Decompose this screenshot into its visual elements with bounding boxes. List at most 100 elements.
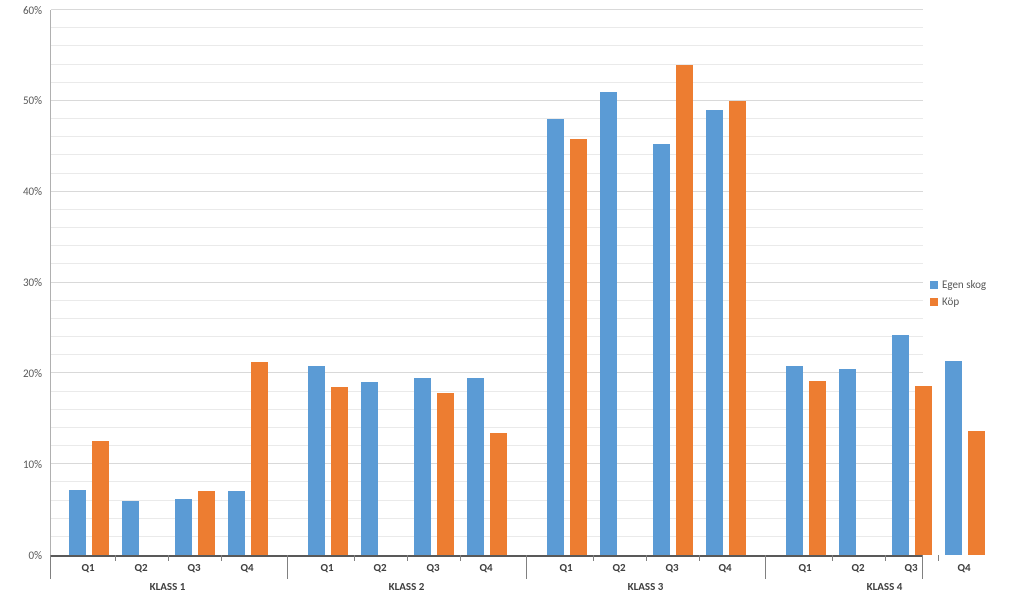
x-quarter-tick bbox=[354, 555, 355, 561]
bar-egen bbox=[706, 110, 723, 555]
gridline-major bbox=[51, 191, 923, 192]
gridline-major bbox=[51, 282, 923, 283]
y-tick-label: 30% bbox=[0, 276, 42, 289]
x-group-tick bbox=[765, 555, 766, 579]
x-quarter-tick bbox=[646, 555, 647, 561]
bar-kop bbox=[729, 101, 746, 555]
x-quarter-label: Q4 bbox=[227, 561, 267, 574]
gridline-minor bbox=[51, 136, 923, 137]
x-quarter-label: Q2 bbox=[838, 561, 878, 574]
bar-kop bbox=[331, 387, 348, 555]
legend-item: Egen skog bbox=[930, 278, 986, 291]
gridline-minor bbox=[51, 118, 923, 119]
gridline-minor bbox=[51, 173, 923, 174]
x-group-label: KLASS 3 bbox=[546, 580, 745, 593]
x-quarter-label: Q2 bbox=[599, 561, 639, 574]
x-group-tick bbox=[526, 555, 527, 579]
legend-swatch bbox=[930, 298, 938, 306]
gridline-minor bbox=[51, 64, 923, 65]
gridline-minor bbox=[51, 354, 923, 355]
bar-egen bbox=[308, 366, 325, 555]
x-quarter-tick bbox=[407, 555, 408, 561]
x-quarter-label: Q3 bbox=[891, 561, 931, 574]
x-quarter-tick bbox=[460, 555, 461, 561]
chart-container: 0% 10% 20% 30% 40% 50% 60% Q1 Q2 Q3 Q4 KLASS 1 Q1 Q2… bbox=[0, 0, 1023, 610]
gridline-minor bbox=[51, 45, 923, 46]
gridline-minor bbox=[51, 245, 923, 246]
x-quarter-label: Q3 bbox=[174, 561, 214, 574]
x-quarter-label: Q4 bbox=[466, 561, 506, 574]
x-quarter-tick bbox=[168, 555, 169, 561]
bar-egen bbox=[600, 92, 617, 555]
bar-kop bbox=[809, 381, 826, 555]
x-quarter-label: Q2 bbox=[121, 561, 161, 574]
gridline-minor bbox=[51, 82, 923, 83]
bar-egen bbox=[786, 366, 803, 555]
bar-egen bbox=[547, 119, 564, 555]
gridline-minor bbox=[51, 154, 923, 155]
bar-kop bbox=[92, 441, 109, 555]
y-tick-label: 50% bbox=[0, 94, 42, 107]
legend-label: Egen skog bbox=[942, 278, 986, 291]
bar-egen bbox=[892, 335, 909, 555]
x-quarter-label: Q3 bbox=[652, 561, 692, 574]
gridline-major bbox=[51, 9, 923, 10]
gridline-minor bbox=[51, 263, 923, 264]
legend: Egen skog Köp bbox=[930, 278, 986, 312]
x-quarter-tick bbox=[221, 555, 222, 561]
x-quarter-label: Q4 bbox=[944, 561, 984, 574]
bar-kop bbox=[915, 386, 932, 555]
legend-item: Köp bbox=[930, 295, 986, 308]
x-quarter-label: Q2 bbox=[360, 561, 400, 574]
x-group-label: KLASS 4 bbox=[785, 580, 984, 593]
bar-kop bbox=[198, 491, 215, 555]
bar-egen bbox=[414, 378, 431, 555]
bar-kop bbox=[490, 433, 507, 555]
y-tick-label: 60% bbox=[0, 4, 42, 17]
y-tick-label: 40% bbox=[0, 185, 42, 198]
x-group-label: KLASS 2 bbox=[307, 580, 506, 593]
x-quarter-tick bbox=[832, 555, 833, 561]
x-group-tick bbox=[922, 555, 923, 579]
x-quarter-label: Q1 bbox=[785, 561, 825, 574]
plot-area bbox=[50, 10, 923, 557]
y-tick-label: 0% bbox=[0, 549, 42, 562]
bar-egen bbox=[175, 499, 192, 555]
x-quarter-tick bbox=[938, 555, 939, 561]
bar-egen bbox=[228, 491, 245, 555]
x-quarter-tick bbox=[699, 555, 700, 561]
x-quarter-label: Q3 bbox=[413, 561, 453, 574]
y-tick-label: 20% bbox=[0, 367, 42, 380]
x-quarter-label: Q1 bbox=[68, 561, 108, 574]
x-quarter-tick bbox=[593, 555, 594, 561]
legend-label: Köp bbox=[942, 295, 959, 308]
x-group-tick bbox=[287, 555, 288, 579]
x-group-label: KLASS 1 bbox=[68, 580, 267, 593]
bar-egen bbox=[361, 382, 378, 555]
gridline-minor bbox=[51, 336, 923, 337]
bar-egen bbox=[653, 144, 670, 555]
gridline-minor bbox=[51, 27, 923, 28]
gridline-major bbox=[51, 100, 923, 101]
x-group-tick bbox=[50, 555, 51, 579]
bar-kop bbox=[968, 431, 985, 555]
legend-swatch bbox=[930, 281, 938, 289]
gridline-minor bbox=[51, 227, 923, 228]
bar-kop bbox=[437, 393, 454, 555]
y-tick-label: 10% bbox=[0, 458, 42, 471]
gridline-minor bbox=[51, 209, 923, 210]
x-quarter-label: Q1 bbox=[546, 561, 586, 574]
bar-egen bbox=[122, 501, 139, 555]
x-quarter-label: Q1 bbox=[307, 561, 347, 574]
bar-kop bbox=[570, 139, 587, 555]
gridline-minor bbox=[51, 318, 923, 319]
x-quarter-tick bbox=[115, 555, 116, 561]
bar-egen bbox=[69, 490, 86, 555]
x-quarter-tick bbox=[885, 555, 886, 561]
bar-kop bbox=[676, 65, 693, 556]
bar-egen bbox=[467, 378, 484, 555]
bar-kop bbox=[251, 362, 268, 555]
bar-egen bbox=[945, 361, 962, 555]
bar-egen bbox=[839, 369, 856, 555]
x-quarter-label: Q4 bbox=[705, 561, 745, 574]
